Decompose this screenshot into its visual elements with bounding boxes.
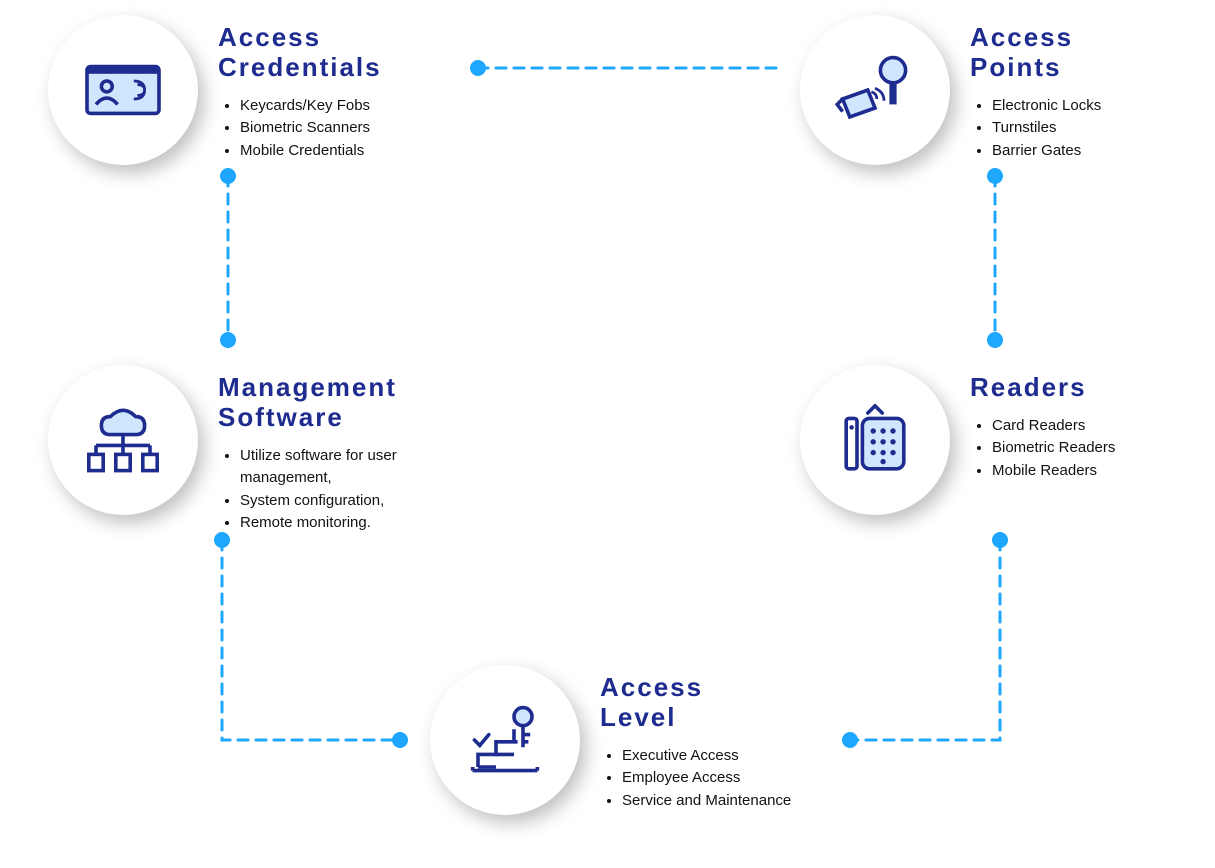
points-text: AccessPoints Electronic Locks Turnstiles… bbox=[970, 15, 1101, 162]
points-items: Electronic Locks Turnstiles Barrier Gate… bbox=[970, 95, 1101, 163]
points-icon-circle bbox=[800, 15, 950, 165]
level-item: Employee Access bbox=[622, 767, 791, 790]
node-access-points: AccessPoints Electronic Locks Turnstiles… bbox=[800, 15, 1101, 165]
software-text: ManagementSoftware Utilize software for … bbox=[218, 365, 438, 535]
readers-item: Card Readers bbox=[992, 415, 1115, 438]
node-access-level: AccessLevel Executive Access Employee Ac… bbox=[430, 665, 791, 815]
level-text: AccessLevel Executive Access Employee Ac… bbox=[600, 665, 791, 812]
level-icon bbox=[460, 695, 550, 785]
connector-dot bbox=[220, 332, 236, 348]
connector-dot bbox=[987, 168, 1003, 184]
credentials-item: Keycards/Key Fobs bbox=[240, 95, 382, 118]
node-access-credentials: AccessCredentials Keycards/Key Fobs Biom… bbox=[48, 15, 382, 165]
points-icon bbox=[830, 45, 920, 135]
credentials-item: Mobile Credentials bbox=[240, 140, 382, 163]
points-title: AccessPoints bbox=[970, 23, 1101, 83]
credentials-icon bbox=[78, 45, 168, 135]
level-item: Executive Access bbox=[622, 745, 791, 768]
level-title: AccessLevel bbox=[600, 673, 791, 733]
software-item: Remote monitoring. bbox=[240, 512, 438, 535]
points-item: Electronic Locks bbox=[992, 95, 1101, 118]
software-item: Utilize software for user management, bbox=[240, 445, 438, 490]
connector-dot bbox=[392, 732, 408, 748]
software-icon-circle bbox=[48, 365, 198, 515]
node-management-software: ManagementSoftware Utilize software for … bbox=[48, 365, 438, 535]
readers-item: Biometric Readers bbox=[992, 437, 1115, 460]
readers-items: Card Readers Biometric Readers Mobile Re… bbox=[970, 415, 1115, 483]
readers-icon-circle bbox=[800, 365, 950, 515]
points-item: Turnstiles bbox=[992, 117, 1101, 140]
node-readers: Readers Card Readers Biometric Readers M… bbox=[800, 365, 1115, 515]
connector-dot bbox=[842, 732, 858, 748]
level-item: Service and Maintenance bbox=[622, 790, 791, 813]
connector-dot bbox=[470, 60, 486, 76]
level-items: Executive Access Employee Access Service… bbox=[600, 745, 791, 813]
software-items: Utilize software for user management, Sy… bbox=[218, 445, 438, 535]
credentials-items: Keycards/Key Fobs Biometric Scanners Mob… bbox=[218, 95, 382, 163]
readers-text: Readers Card Readers Biometric Readers M… bbox=[970, 365, 1115, 482]
credentials-item: Biometric Scanners bbox=[240, 117, 382, 140]
software-icon bbox=[78, 395, 168, 485]
software-title: ManagementSoftware bbox=[218, 373, 438, 433]
connector-dot bbox=[987, 332, 1003, 348]
readers-item: Mobile Readers bbox=[992, 460, 1115, 483]
connector-dot bbox=[220, 168, 236, 184]
readers-title: Readers bbox=[970, 373, 1115, 403]
readers-icon bbox=[830, 395, 920, 485]
connector-dot bbox=[992, 532, 1008, 548]
points-item: Barrier Gates bbox=[992, 140, 1101, 163]
credentials-icon-circle bbox=[48, 15, 198, 165]
credentials-title: AccessCredentials bbox=[218, 23, 382, 83]
software-item: System configuration, bbox=[240, 490, 438, 513]
credentials-text: AccessCredentials Keycards/Key Fobs Biom… bbox=[218, 15, 382, 162]
level-icon-circle bbox=[430, 665, 580, 815]
